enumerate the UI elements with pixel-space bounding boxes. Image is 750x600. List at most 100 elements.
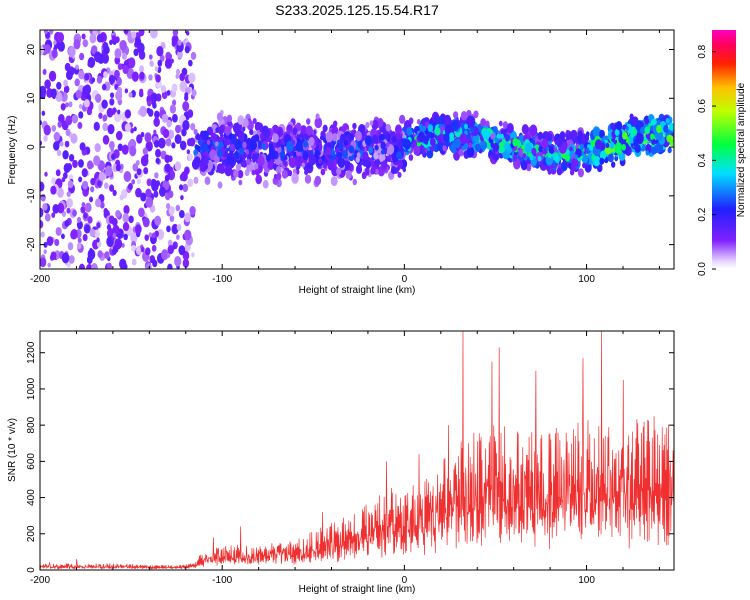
spectrogram-cell [97, 180, 102, 187]
spectrogram-cell [255, 174, 263, 185]
spectrogram-cell [65, 115, 73, 126]
spectrogram-cell [529, 154, 534, 161]
spectrogram-cell [175, 68, 181, 75]
spectrogram-cell [116, 86, 123, 95]
y-tick-label: 10 [26, 92, 37, 104]
spectrogram-cell [171, 142, 176, 149]
spectrogram-cell [238, 179, 243, 186]
spectrogram-cell [103, 71, 108, 78]
spectrogram-cell [188, 72, 196, 84]
spectrogram-cell [40, 140, 43, 146]
spectrogram-cell [272, 176, 279, 186]
spectrogram-cell [582, 162, 586, 169]
spectrogram-cell [422, 125, 427, 132]
spectrogram-cell [43, 249, 47, 255]
spectrogram-cell [235, 163, 241, 171]
spectrogram-cell [131, 31, 137, 39]
spectrogram-cell [395, 124, 402, 135]
spectrogram-cell [184, 94, 189, 102]
spectrogram-cell [433, 115, 439, 123]
spectrogram-cell [352, 178, 358, 186]
spectrogram-cell [333, 120, 338, 127]
spectrogram-cell [520, 161, 528, 171]
spectrogram-cell [168, 206, 175, 216]
spectrogram-cell [78, 111, 84, 119]
spectrogram-cell [93, 121, 100, 131]
spectrogram-cell [119, 194, 124, 201]
spectrogram-cell [153, 117, 160, 127]
spectrogram-cell [166, 225, 171, 233]
spectrogram-cell [161, 90, 168, 100]
spectrogram-cell [314, 149, 320, 157]
spectrogram-cell [153, 190, 159, 198]
spectrogram-cell [124, 88, 129, 94]
spectrogram-cell [362, 151, 369, 161]
spectrogram-cell [158, 137, 166, 149]
spectrogram-cell [434, 127, 441, 136]
spectrogram-cell [288, 157, 297, 169]
spectrogram-cell [214, 141, 219, 147]
spectrogram-cell [500, 133, 504, 139]
spectrogram-cell [67, 242, 74, 251]
spectrogram-cell [380, 149, 385, 155]
spectrogram-cell [174, 161, 182, 171]
spectrogram-cell [66, 198, 74, 208]
spectrogram-cell [198, 139, 203, 146]
spectrogram-cell [337, 157, 346, 169]
spectrogram-cell [325, 131, 334, 143]
spectrogram-cell [103, 182, 109, 190]
spectrogram-cell [129, 145, 137, 157]
spectrogram-cell [102, 135, 110, 145]
spectrogram-cell [178, 209, 185, 219]
spectrogram-cell [89, 196, 94, 203]
spectrogram-cell [164, 174, 170, 182]
spectrogram-cell [145, 188, 152, 198]
spectrogram-cell [151, 244, 157, 252]
spectrogram-cell [202, 155, 209, 166]
spectrogram-cell [640, 126, 646, 135]
spectrogram-cell [327, 160, 335, 171]
spectrogram-cell [548, 153, 552, 159]
spectrogram-cell [303, 140, 309, 148]
x-tick-label: 0 [402, 575, 408, 586]
spectrogram-cell [559, 131, 566, 140]
spectrogram-cell [556, 167, 563, 176]
spectrogram-cell [541, 138, 549, 149]
spectrogram-cell [374, 144, 379, 151]
spectrogram-cell [139, 71, 145, 80]
spectrogram-cell [174, 134, 182, 145]
spectrogram-cell [571, 157, 579, 168]
spectrogram-cell [40, 90, 46, 100]
spectrogram-cell [226, 138, 231, 146]
spectrogram-cell [107, 124, 115, 135]
spectrogram-cell [148, 74, 153, 81]
spectrogram-cell [64, 140, 70, 148]
spectrogram-cell [95, 93, 102, 103]
spectrogram-cell [136, 134, 143, 144]
spectrogram-cell [178, 245, 186, 256]
spectrogram-cell [91, 77, 96, 83]
spectrogram-cell [119, 258, 127, 269]
spectrogram-cell [56, 32, 65, 43]
spectrogram-cell [78, 263, 85, 269]
spectrogram-cell [171, 113, 178, 123]
spectrogram-cell [668, 122, 674, 131]
spectrogram-cell [201, 142, 208, 153]
spectrogram-cell [413, 145, 421, 156]
spectrogram-cell [138, 30, 145, 37]
spectrogram-cell [40, 193, 46, 202]
spectrogram-cell [170, 58, 174, 64]
spectrogram-cell [51, 212, 56, 218]
spectrogram-cell [86, 263, 93, 269]
spectrogram-cell [80, 206, 86, 214]
spectrogram-cell [355, 164, 363, 174]
snr-panel: -200 -100 0 100 0 200 400 600 800 1000 1200 Heigh… [7, 330, 675, 595]
spectrogram-cell [548, 146, 555, 155]
spectrogram-cell [122, 64, 129, 75]
spectrogram-cell [614, 155, 619, 162]
spectrogram-cell [216, 112, 223, 122]
spectrogram-cell [611, 161, 616, 168]
spectrogram-cell [154, 215, 162, 226]
spectrogram-cell [368, 146, 374, 154]
